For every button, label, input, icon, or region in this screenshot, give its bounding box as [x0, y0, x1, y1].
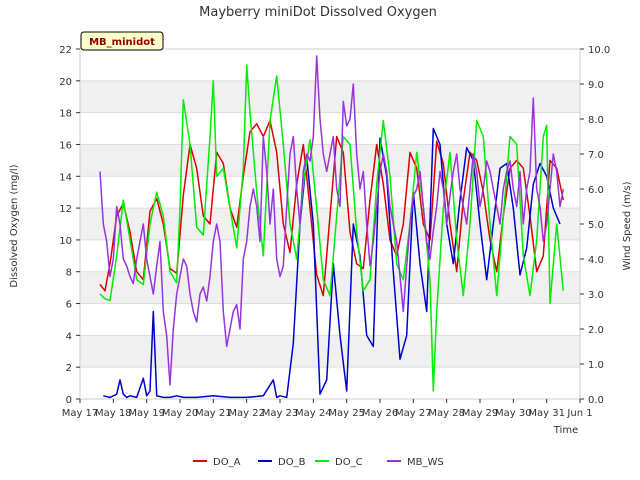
- site-tag-box: [80, 31, 164, 51]
- x-tick-label: May 24: [295, 408, 332, 419]
- grid-band: [80, 144, 580, 177]
- x-tick-label: May 31: [528, 408, 565, 419]
- legend-label: DO_C: [335, 457, 363, 468]
- x-tick-label: May 25: [328, 408, 365, 419]
- x-tick-label: May 21: [195, 408, 232, 419]
- y-tick-label: 2: [66, 363, 72, 374]
- x-tick-label: May 29: [462, 408, 499, 419]
- x-tick-label: May 26: [362, 408, 399, 419]
- y-tick-label: 22: [59, 45, 72, 56]
- x-tick-label: May 22: [228, 408, 265, 419]
- legend-label: MB_WS: [407, 457, 444, 468]
- y-tick-label: 20: [59, 77, 72, 88]
- y-tick-label: 0: [66, 395, 72, 406]
- x-tick-label: May 30: [495, 408, 532, 419]
- x-tick-label: Jun 1: [566, 408, 592, 419]
- x-tick-label: May 28: [428, 408, 465, 419]
- series-lines: [99, 55, 565, 399]
- site-tag: MB_minidot: [80, 31, 164, 51]
- x-tick-label: May 20: [162, 408, 199, 419]
- y-tick-label: 14: [59, 172, 72, 183]
- y2-axis: 0.0 1.0 2.0 3.0 4.0 5.0 6.0 7.0 8.0 9.0 10.0: [580, 45, 610, 406]
- y-tick-label: 16: [59, 140, 72, 151]
- y-tick-label: 18: [59, 109, 72, 120]
- x-tick-label: May 19: [128, 408, 165, 419]
- legend-label: DO_B: [278, 457, 306, 468]
- y-tick-label: 4: [66, 331, 72, 342]
- y-tick-label: 8: [66, 268, 72, 279]
- series-line-mb-ws: [99, 55, 565, 386]
- y2-tick-label: 6.0: [588, 185, 604, 196]
- y2-tick-label: 2.0: [588, 325, 604, 336]
- y-axis-label: Dissolved Oxygen (mg/l): [9, 164, 20, 287]
- legend-label: DO_A: [213, 457, 241, 468]
- y-tick-label: 10: [59, 236, 72, 247]
- series-line-do-a: [99, 119, 565, 297]
- y-tick-label: 12: [59, 204, 72, 215]
- x-axis-label: Time: [553, 425, 578, 436]
- y2-tick-label: 9.0: [588, 80, 604, 91]
- legend: DO_A DO_B DO_C MB_WS: [193, 457, 444, 468]
- y-axis: 0 2 4 6 8 10 12 14 16 18 20 22: [59, 45, 80, 406]
- x-tick-label: May 27: [395, 408, 432, 419]
- y2-tick-label: 0.0: [588, 395, 604, 406]
- grid-band: [80, 335, 580, 368]
- y2-tick-label: 1.0: [588, 360, 604, 371]
- y2-tick-label: 7.0: [588, 150, 604, 161]
- y2-tick-label: 3.0: [588, 290, 604, 301]
- x-tick-label: May 18: [95, 408, 132, 419]
- grid-band: [80, 80, 580, 113]
- y2-axis-label: Wind Speed (m/s): [622, 181, 633, 270]
- x-tick-label: May 17: [62, 408, 99, 419]
- y2-tick-label: 10.0: [588, 45, 610, 56]
- series-line-do-b: [103, 127, 561, 399]
- y2-tick-label: 4.0: [588, 255, 604, 266]
- y2-tick-label: 8.0: [588, 115, 604, 126]
- y2-tick-label: 5.0: [588, 220, 604, 231]
- x-tick-label: May 23: [262, 408, 299, 419]
- series-line-do-c: [99, 64, 565, 392]
- site-tag-label: MB_minidot: [89, 37, 155, 48]
- chart-title: Mayberry miniDot Dissolved Oxygen: [199, 5, 437, 20]
- y-tick-label: 6: [66, 300, 72, 311]
